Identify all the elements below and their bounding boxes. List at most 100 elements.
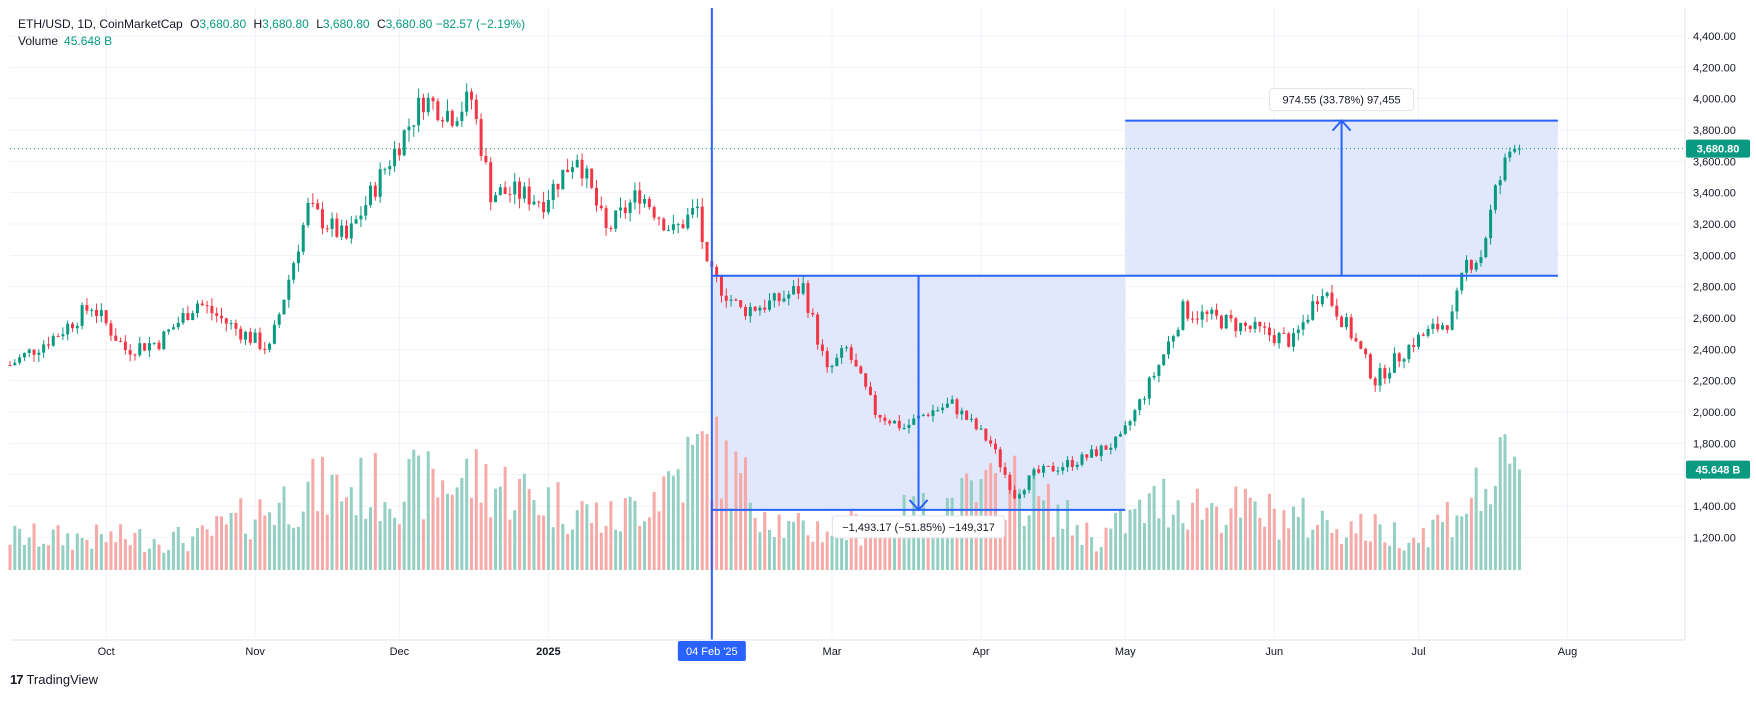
- volume-bar: [335, 474, 339, 570]
- candle-body: [1032, 469, 1036, 476]
- candle-body: [220, 315, 224, 319]
- candle-body: [1431, 323, 1435, 329]
- volume-bar: [22, 544, 26, 570]
- candle-body: [801, 283, 805, 294]
- range-label-text: 974.55 (33.78%) 97,455: [1283, 95, 1401, 107]
- candle-body: [907, 424, 911, 428]
- volume-bar: [1123, 533, 1127, 570]
- candle-body: [926, 414, 930, 416]
- candle-body: [1152, 375, 1156, 378]
- volume-bar: [883, 521, 887, 570]
- volume-bar: [388, 508, 392, 570]
- volume-bar: [1008, 477, 1012, 570]
- candle-body: [1378, 368, 1382, 386]
- volume-bar: [244, 533, 248, 570]
- volume-bar: [354, 515, 358, 570]
- candle-body: [1272, 335, 1276, 344]
- candle-body: [695, 206, 699, 209]
- volume-bar: [32, 523, 36, 570]
- volume-bar: [1013, 455, 1017, 570]
- candle-body: [1205, 311, 1209, 314]
- volume-bar: [1513, 456, 1517, 570]
- candle-body: [128, 350, 132, 355]
- volume-bar: [1061, 528, 1065, 570]
- volume-bar: [123, 539, 127, 570]
- volume-label[interactable]: Volume: [18, 34, 59, 48]
- candle-body: [542, 202, 546, 213]
- drawing-lines[interactable]: −1,493.17 (−51.85%) −149,317 974.55 (33.7…: [710, 8, 1558, 640]
- candle-body: [873, 394, 877, 415]
- candle-body: [585, 168, 589, 179]
- candle-body: [306, 202, 310, 226]
- volume-bar: [195, 527, 199, 570]
- volume-bar: [104, 542, 108, 570]
- high-label: H: [253, 17, 263, 31]
- volume-bar: [1474, 467, 1478, 570]
- low-value: 3,680.80: [322, 17, 370, 31]
- x-tick-label: Dec: [390, 646, 410, 658]
- volume-bar: [1465, 513, 1469, 570]
- volume-bar: [1441, 522, 1445, 570]
- candle-body: [599, 205, 603, 209]
- volume-bar: [1320, 510, 1324, 570]
- volume-bar: [330, 474, 334, 570]
- volume-bar: [1099, 546, 1103, 570]
- volume-bar: [1195, 488, 1199, 570]
- candle-body: [662, 218, 666, 231]
- candle-body: [200, 303, 204, 306]
- volume-bar: [95, 524, 99, 570]
- volume-bar: [1056, 504, 1060, 570]
- volume-bar: [224, 524, 228, 570]
- volume-bar: [263, 515, 267, 570]
- volume-bar: [1248, 497, 1252, 570]
- candle-body: [95, 309, 99, 317]
- volume-bar: [378, 521, 382, 570]
- candle-body: [921, 414, 925, 416]
- volume-bar: [1267, 493, 1271, 570]
- volume-bar: [248, 539, 252, 570]
- candle-body: [441, 120, 445, 122]
- volume-bar: [364, 518, 368, 570]
- candle-body: [22, 352, 26, 358]
- candle-body: [133, 354, 137, 356]
- volume-bar: [421, 519, 425, 570]
- candle-body: [638, 190, 642, 204]
- volume-bar: [763, 511, 767, 570]
- volume-bar: [80, 537, 84, 570]
- volume-bar: [181, 542, 185, 570]
- candle-body: [364, 205, 368, 216]
- candle-body: [503, 187, 507, 195]
- volume-bar: [1162, 478, 1166, 570]
- candle-body: [1056, 470, 1060, 472]
- volume-bar: [743, 457, 747, 570]
- volume-bar: [647, 517, 651, 570]
- volume-bar: [623, 498, 627, 570]
- candle-body: [772, 293, 776, 301]
- candle-body: [1162, 354, 1166, 365]
- volume-bar: [1142, 523, 1146, 570]
- volume-bar: [268, 512, 272, 570]
- volume-bar: [1224, 524, 1228, 570]
- volume-bar: [864, 534, 868, 570]
- candle-body: [1118, 434, 1122, 437]
- candle-body: [1157, 364, 1161, 376]
- candle-body: [402, 130, 406, 156]
- volume-bar: [465, 458, 469, 570]
- candle-body: [138, 343, 142, 356]
- candle-body: [248, 331, 252, 343]
- candle-body: [652, 207, 656, 218]
- volume-bar: [1493, 486, 1497, 570]
- volume-bar: [1301, 497, 1305, 570]
- volume-bar: [700, 431, 704, 570]
- candle-body: [705, 241, 709, 262]
- tradingview-brand[interactable]: 17 TradingView: [10, 672, 98, 687]
- symbol-label[interactable]: ETH/USD, 1D, CoinMarketCap: [18, 17, 183, 31]
- volume-bar: [570, 529, 574, 570]
- candle-body: [532, 201, 536, 205]
- candle-body: [844, 347, 848, 349]
- candle-body: [820, 344, 824, 352]
- volume-bar: [1397, 548, 1401, 570]
- volume-bar: [1354, 533, 1358, 570]
